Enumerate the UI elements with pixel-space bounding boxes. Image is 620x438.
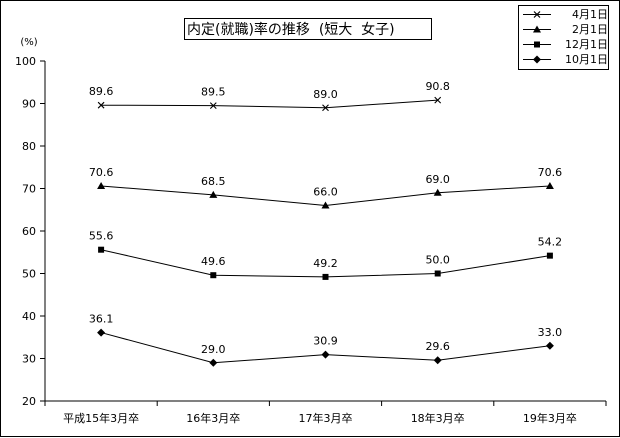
y-tick-label: 100 (15, 55, 36, 68)
y-axis-unit-label: (%) (20, 37, 37, 48)
data-point-triangle-marker (209, 190, 218, 198)
series-line (101, 99, 438, 109)
data-point-diamond-marker (97, 328, 106, 337)
data-label: 29.6 (425, 340, 450, 353)
data-point-triangle-marker (321, 201, 330, 209)
data-point-x-marker (434, 96, 442, 104)
data-label: 70.6 (538, 166, 563, 179)
data-point-triangle-marker (545, 181, 554, 189)
legend-item-series-2: 2月1日 (519, 22, 610, 37)
y-tick-label: 30 (22, 353, 36, 366)
data-label: 70.6 (89, 166, 114, 179)
legend-marker-square-icon (523, 41, 551, 48)
x-category-label: 18年3月卒 (411, 411, 465, 425)
data-label: 33.0 (538, 326, 563, 339)
data-label: 68.5 (201, 175, 226, 188)
legend-marker-diamond-icon (523, 55, 551, 64)
data-point-diamond-marker (545, 341, 554, 350)
data-label: 36.1 (89, 313, 114, 326)
legend-item-series-3: 12月1日 (519, 37, 610, 52)
data-label: 89.5 (201, 86, 226, 99)
legend-marker-x-icon (523, 11, 551, 18)
series-4: 36.1 29.0 30.9 29.6 33.0 (89, 313, 562, 367)
legend-label-series-3: 12月1日 (565, 38, 608, 51)
y-tick-label: 50 (22, 268, 36, 281)
y-tick-label: 80 (22, 140, 36, 153)
data-label: 49.6 (201, 255, 226, 268)
data-point-triangle-marker (97, 181, 106, 189)
legend-item-series-1: 4月1日 (519, 7, 610, 22)
data-point-diamond-marker (209, 358, 218, 367)
y-tick-label: 20 (22, 395, 36, 408)
data-point-x-marker (322, 104, 329, 112)
x-category-label: 平成15年3月卒 (63, 411, 139, 425)
data-label: 89.0 (313, 88, 338, 101)
data-label: 49.2 (313, 257, 338, 270)
data-point-square-marker (210, 272, 217, 279)
series-3: 55.6 49.6 49.2 50.0 54.2 (89, 230, 562, 280)
x-category-label: 19年3月卒 (523, 411, 577, 425)
y-tick-label: 40 (22, 310, 36, 323)
y-tick-label: 60 (22, 225, 36, 238)
data-label: 66.0 (313, 186, 338, 199)
data-label: 29.0 (201, 343, 226, 356)
x-category-label: 16年3月卒 (186, 411, 240, 425)
data-point-diamond-marker (321, 350, 330, 359)
legend-label-series-4: 10月1日 (565, 53, 608, 66)
data-point-triangle-marker (433, 188, 442, 196)
data-point-square-marker (98, 246, 105, 253)
data-label: 30.9 (313, 335, 338, 348)
data-point-square-marker (546, 252, 553, 259)
data-label: 69.0 (425, 173, 450, 186)
legend: 4月1日 2月1日 12月1日 10月1日 (518, 5, 609, 70)
legend-label-series-2: 2月1日 (572, 23, 608, 36)
data-label: 89.6 (89, 85, 114, 98)
legend-marker-triangle-icon (523, 25, 551, 33)
data-label: 90.8 (425, 80, 450, 93)
data-point-x-marker (97, 101, 105, 109)
y-tick-label: 90 (22, 98, 36, 111)
data-label: 55.6 (89, 230, 114, 243)
data-label: 54.2 (538, 236, 563, 249)
legend-label-series-1: 4月1日 (572, 8, 608, 21)
y-tick-label: 70 (22, 183, 36, 196)
data-point-x-marker (209, 102, 217, 110)
chart-title: 内定(就職)率の推移 (短大 女子) (184, 18, 432, 40)
data-point-diamond-marker (433, 356, 442, 365)
x-category-label: 17年3月卒 (299, 411, 353, 425)
legend-item-series-4: 10月1日 (519, 52, 610, 67)
series-2: 70.6 68.5 66.0 69.0 70.6 (89, 166, 562, 209)
series-1: 89.6 89.5 89.0 90.8 (89, 80, 450, 112)
data-label: 50.0 (425, 254, 450, 267)
data-point-square-marker (322, 273, 329, 280)
data-point-square-marker (434, 270, 441, 277)
